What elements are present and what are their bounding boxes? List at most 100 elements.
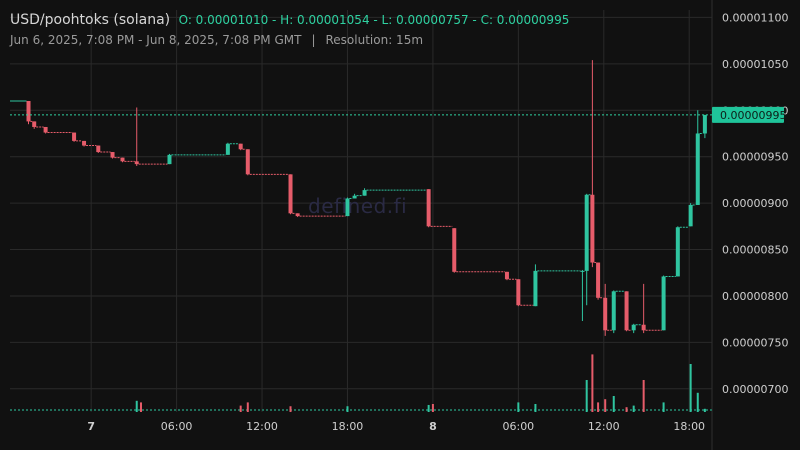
volume-baseline xyxy=(114,409,116,411)
y-tick-label: 0.00000900 xyxy=(722,197,788,210)
volume-baseline xyxy=(206,409,208,411)
volume-baseline xyxy=(98,409,100,411)
candle-body xyxy=(603,297,608,331)
candle-body xyxy=(533,270,538,307)
candle-body xyxy=(661,276,666,331)
volume-baseline xyxy=(262,409,264,411)
volume-baseline xyxy=(334,409,336,411)
volume-baseline xyxy=(102,409,104,411)
volume-bar xyxy=(703,408,706,412)
volume-baseline xyxy=(486,409,488,411)
volume-baseline xyxy=(142,409,144,411)
volume-baseline xyxy=(426,409,428,411)
x-tick-label: 06:00 xyxy=(161,420,193,433)
candle-body xyxy=(590,194,595,263)
volume-baseline xyxy=(250,409,252,411)
x-tick-label: 06:00 xyxy=(502,420,534,433)
volume-baseline xyxy=(378,409,380,411)
volume-bar xyxy=(696,392,699,412)
volume-baseline xyxy=(254,409,256,411)
volume-baseline xyxy=(298,409,300,411)
candle-body xyxy=(225,143,230,155)
candle-body xyxy=(584,194,589,271)
volume-baseline xyxy=(282,409,284,411)
ohlc-readout: O: 0.00001010 - H: 0.00001054 - L: 0.000… xyxy=(178,13,570,27)
volume-baseline xyxy=(198,409,200,411)
volume-baseline xyxy=(70,409,72,411)
volume-baseline xyxy=(414,409,416,411)
volume-baseline xyxy=(538,409,540,411)
volume-baseline xyxy=(354,409,356,411)
volume-baseline xyxy=(14,409,16,411)
current-price-badge xyxy=(712,106,784,123)
volume-baseline xyxy=(178,409,180,411)
volume-bar xyxy=(239,405,242,412)
volume-baseline xyxy=(310,409,312,411)
volume-baseline xyxy=(226,409,228,411)
candle-body xyxy=(504,271,509,280)
volume-baseline xyxy=(618,409,620,411)
volume-baseline xyxy=(10,409,12,411)
volume-baseline xyxy=(622,409,624,411)
volume-bar xyxy=(591,354,594,412)
candle-body xyxy=(675,227,680,277)
volume-baseline xyxy=(506,409,508,411)
volume-baseline xyxy=(86,409,88,411)
volume-baseline xyxy=(710,409,712,411)
candle-body xyxy=(695,133,700,205)
volume-baseline xyxy=(666,409,668,411)
volume-baseline xyxy=(442,409,444,411)
volume-bar xyxy=(135,400,138,412)
x-tick-label: 12:00 xyxy=(246,420,278,433)
volume-baseline xyxy=(214,409,216,411)
volume-baseline xyxy=(670,409,672,411)
volume-baseline xyxy=(398,409,400,411)
volume-baseline xyxy=(678,409,680,411)
candle-body xyxy=(245,149,250,175)
volume-baseline xyxy=(186,409,188,411)
volume-bar xyxy=(517,402,520,412)
date-range: Jun 6, 2025, 7:08 PM - Jun 8, 2025, 7:08… xyxy=(10,33,302,47)
volume-baseline xyxy=(582,409,584,411)
volume-baseline xyxy=(38,409,40,411)
volume-baseline xyxy=(122,409,124,411)
volume-baseline xyxy=(650,409,652,411)
volume-baseline xyxy=(22,409,24,411)
y-tick-label: 0.00001050 xyxy=(722,58,788,71)
y-tick-label: 0.00001100 xyxy=(722,11,788,24)
volume-bar xyxy=(662,402,665,412)
candle-body xyxy=(702,114,707,134)
volume-baseline xyxy=(306,409,308,411)
volume-baseline xyxy=(674,409,676,411)
volume-baseline xyxy=(606,409,608,411)
volume-baseline xyxy=(50,409,52,411)
volume-bar xyxy=(431,404,434,412)
volume-baseline xyxy=(498,409,500,411)
volume-baseline xyxy=(234,409,236,411)
current-price-label: 0.00000995 xyxy=(720,109,786,122)
volume-baseline xyxy=(462,409,464,411)
volume-baseline xyxy=(78,409,80,411)
volume-baseline xyxy=(458,409,460,411)
volume-baseline xyxy=(362,409,364,411)
volume-baseline xyxy=(138,409,140,411)
volume-baseline xyxy=(110,409,112,411)
volume-baseline xyxy=(502,409,504,411)
candle-body xyxy=(43,126,48,133)
candle-body xyxy=(452,228,457,272)
volume-baseline xyxy=(126,409,128,411)
volume-baseline xyxy=(558,409,560,411)
pair-title: USD/poohtoks (solana) xyxy=(10,12,171,28)
candle-body xyxy=(345,198,350,217)
candle-body xyxy=(32,121,37,127)
volume-baseline xyxy=(422,409,424,411)
volume-bar xyxy=(612,396,615,412)
volume-baseline xyxy=(318,409,320,411)
chart-subheader: Jun 6, 2025, 7:08 PM - Jun 8, 2025, 7:08… xyxy=(10,33,423,47)
volume-baseline xyxy=(274,409,276,411)
volume-baseline xyxy=(470,409,472,411)
volume-baseline xyxy=(702,409,704,411)
candle-body xyxy=(631,324,636,331)
volume-baseline xyxy=(418,409,420,411)
